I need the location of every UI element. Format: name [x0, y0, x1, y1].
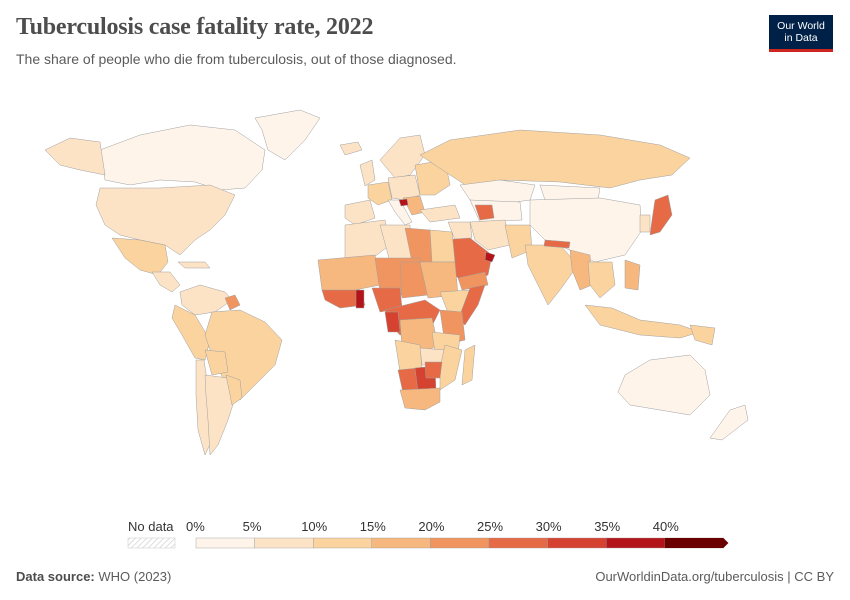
region-canada[interactable]	[99, 124, 266, 191]
region-mexico[interactable]	[111, 237, 169, 276]
owid-logo[interactable]: Our World in Data	[769, 15, 833, 52]
region-greenland[interactable]	[254, 109, 321, 161]
region-madagascar[interactable]	[461, 344, 476, 386]
region-uk[interactable]	[359, 159, 376, 187]
legend-tick-label: 20%	[418, 519, 445, 534]
region-west-africa-coast[interactable]	[321, 289, 366, 309]
chart-subtitle: The share of people who die from tubercu…	[16, 51, 457, 67]
region-usa[interactable]	[95, 184, 236, 256]
region-ghana[interactable]	[355, 289, 365, 309]
region-nepal[interactable]	[543, 239, 571, 249]
region-central-america[interactable]	[151, 271, 181, 293]
legend-tick-label: 35%	[594, 519, 621, 534]
region-alaska[interactable]	[44, 137, 106, 176]
legend-bin-1[interactable]	[254, 537, 314, 549]
region-yemen[interactable]	[457, 271, 489, 291]
region-southeast-asia[interactable]	[587, 261, 616, 299]
legend-no-data-label: No data	[128, 519, 174, 534]
region-chile[interactable]	[195, 359, 213, 456]
region-colombia-venezuela[interactable]	[179, 284, 233, 316]
legend-tick-label: 25%	[477, 519, 504, 534]
region-uae-oman[interactable]	[484, 251, 496, 263]
legend-tick-label: 15%	[359, 519, 386, 534]
region-caribbean[interactable]	[177, 261, 211, 269]
region-zimbabwe[interactable]	[424, 361, 443, 379]
region-uruguay-paraguay[interactable]	[225, 374, 243, 406]
region-australia[interactable]	[617, 354, 711, 416]
region-papua[interactable]	[689, 324, 716, 346]
region-south-africa[interactable]	[399, 387, 441, 411]
legend-bin-4[interactable]	[430, 537, 490, 549]
region-sahel-west[interactable]	[317, 254, 381, 293]
region-japan[interactable]	[649, 194, 673, 236]
legend-bin-7[interactable]	[606, 537, 666, 549]
legend-tick-label: 40%	[652, 519, 679, 534]
legend-bin-3[interactable]	[371, 537, 431, 549]
region-bangladesh-myanmar[interactable]	[569, 249, 593, 291]
region-iceland[interactable]	[339, 141, 363, 156]
logo-line-1: Our World	[777, 20, 825, 32]
region-turkey[interactable]	[419, 204, 461, 223]
legend-tick-label: 10%	[301, 519, 328, 534]
chart-title: Tuberculosis case fatality rate, 2022	[16, 14, 374, 40]
data-source-label: Data source:	[16, 569, 95, 584]
region-new-zealand[interactable]	[709, 404, 749, 441]
region-iran[interactable]	[469, 219, 511, 251]
legend-tick-label: 5%	[242, 519, 262, 534]
region-taiwan-philippines[interactable]	[624, 259, 641, 291]
legend-no-data-swatch	[127, 537, 176, 549]
legend-bin-5[interactable]	[488, 537, 548, 549]
footer-url[interactable]: OurWorldinData.org/tuberculosis | CC BY	[595, 569, 834, 584]
region-guyana[interactable]	[224, 294, 241, 311]
region-bolivia[interactable]	[204, 349, 229, 376]
data-source-value: WHO (2023)	[98, 569, 172, 584]
region-north-africa-west[interactable]	[344, 219, 391, 261]
region-italy[interactable]	[387, 199, 413, 226]
legend-tick-label: 30%	[535, 519, 562, 534]
legend-bin-2[interactable]	[313, 537, 373, 549]
legend-tick-label: 0%	[186, 519, 205, 534]
region-croatia-bosnia[interactable]	[398, 198, 409, 207]
legend-bin-6[interactable]	[547, 537, 607, 549]
region-korea[interactable]	[639, 214, 651, 233]
region-iraq-syria[interactable]	[447, 221, 473, 241]
world-map	[44, 109, 749, 456]
region-iberia[interactable]	[344, 199, 376, 226]
region-india[interactable]	[524, 244, 579, 306]
region-gabon-congo[interactable]	[384, 311, 401, 333]
data-source: Data source: WHO (2023)	[16, 569, 171, 584]
legend-bin-0[interactable]	[195, 537, 255, 549]
region-peru-ecuador[interactable]	[171, 304, 211, 361]
legend-bin-overflow[interactable]	[664, 538, 729, 548]
logo-line-2: in Data	[784, 32, 818, 44]
region-caucasus[interactable]	[474, 204, 495, 221]
region-france[interactable]	[367, 181, 393, 206]
region-china[interactable]	[529, 197, 643, 263]
